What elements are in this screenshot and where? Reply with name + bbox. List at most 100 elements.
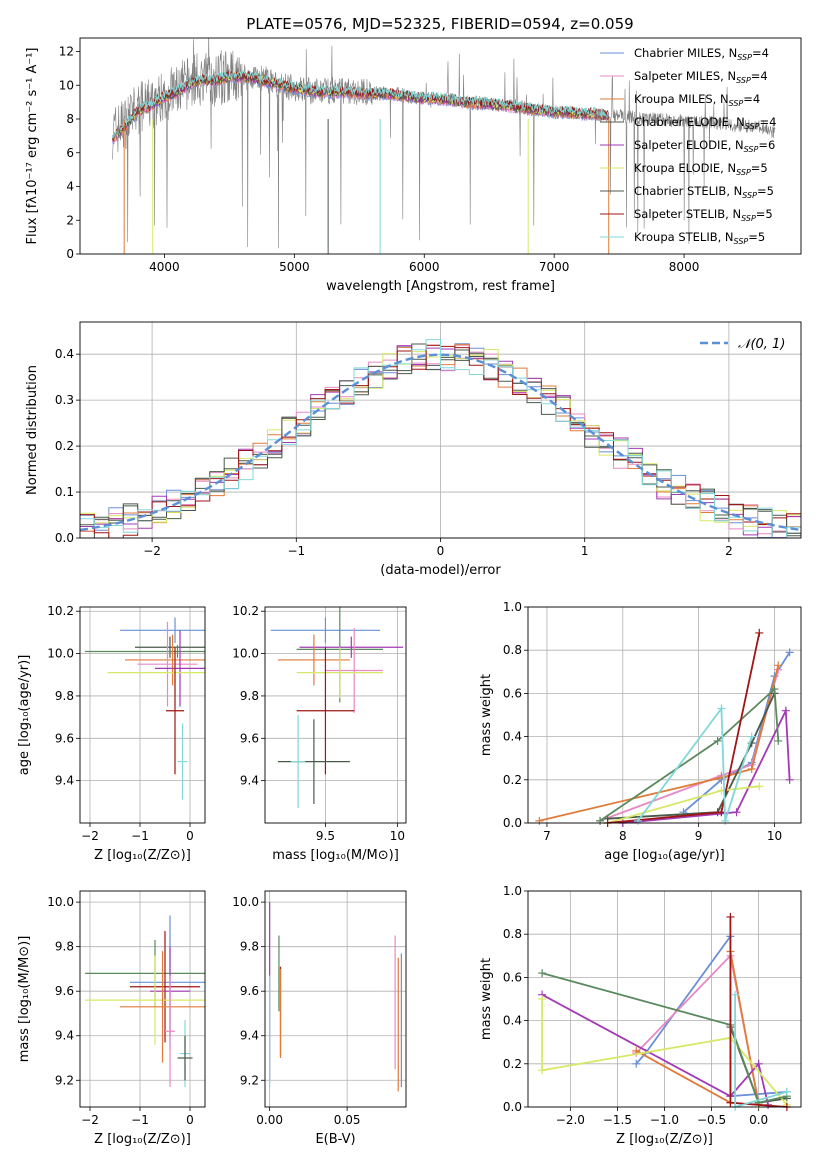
y-tick-label: 10.0: [232, 647, 259, 661]
mass-weight-marker: [785, 648, 794, 657]
mass-weight-series-line: [635, 953, 760, 1103]
mass-weight-series-line: [734, 994, 788, 1107]
y-tick-label: 9.8: [240, 689, 259, 703]
y-tick-label: 0.6: [503, 970, 522, 984]
x-tick-label: −1.0: [650, 1113, 679, 1127]
mass-weight-series-line: [541, 972, 788, 1104]
y-axis-label: Flux [fλ10⁻¹⁷ erg cm⁻² s⁻¹ A⁻¹]: [25, 48, 40, 245]
y-tick-label: 0.2: [503, 1057, 522, 1071]
y-axis-label: age [log₁₀(age/yr)]: [17, 655, 32, 776]
y-tick-label: 9.6: [240, 731, 259, 745]
x-tick-label: −2.0: [556, 1113, 585, 1127]
y-tick-label: 2: [66, 213, 74, 227]
x-tick-label: 0.0: [749, 1113, 768, 1127]
mass-weight-series-line: [539, 665, 780, 822]
x-tick-label: 0.05: [334, 1113, 361, 1127]
x-axis-label: Z [log₁₀(Z/Z⊙)]: [94, 1132, 191, 1147]
legend-entry-label: Chabrier MILES, NSSP=4: [634, 46, 769, 62]
x-tick-label: 10: [390, 829, 405, 843]
axes-frame: [264, 890, 407, 1108]
legend-entry-label: Salpeter STELIB, NSSP=5: [634, 207, 773, 223]
y-tick-label: 9.6: [240, 984, 259, 998]
y-tick-label: 10.2: [47, 604, 74, 618]
y-tick-label: 10.0: [47, 647, 74, 661]
y-tick-label: 0.6: [503, 686, 522, 700]
y-tick-label: 9.6: [55, 984, 74, 998]
x-axis-label: Z [log₁₀(Z/Z⊙)]: [616, 1132, 713, 1147]
x-tick-label: 8000: [669, 260, 700, 274]
mass-weight-marker: [596, 816, 605, 825]
y-tick-label: 0.1: [55, 485, 74, 499]
legend-entry-label: Kroupa ELODIE, NSSP=5: [634, 161, 768, 177]
legend-entry-label: Chabrier STELIB, NSSP=5: [634, 184, 774, 200]
mass-weight-marker: [713, 736, 722, 745]
x-tick-label: 5000: [279, 260, 310, 274]
axes-frame: [79, 890, 206, 1108]
x-tick-label: 1: [581, 544, 589, 558]
x-tick-label: −2: [81, 829, 99, 843]
y-tick-label: 9.4: [240, 774, 259, 788]
x-tick-label: 0.00: [256, 1113, 283, 1127]
axes-frame: [79, 606, 206, 824]
y-tick-label: 4: [66, 180, 74, 194]
axes-frame: [527, 606, 802, 824]
mass-weight-marker: [770, 685, 779, 694]
mass-weight-marker: [754, 1059, 763, 1068]
x-tick-label: 6000: [409, 260, 440, 274]
x-tick-label: 0: [186, 829, 194, 843]
mass-weight-series-line: [637, 705, 753, 822]
mass-weight-marker: [782, 1087, 791, 1096]
mass-weight-marker: [535, 816, 544, 825]
model-spectrum-line: [112, 69, 610, 139]
mass-weight-marker: [732, 808, 741, 817]
normal-legend-label: 𝒩(0, 1): [738, 337, 785, 352]
y-axis-label: mass weight: [479, 958, 494, 1040]
legend-entry-label: Chabrier ELODIE, NSSP=4: [634, 115, 776, 131]
y-tick-label: 6: [66, 146, 74, 160]
mass-weight-marker: [755, 782, 764, 791]
x-tick-label: −1.5: [603, 1113, 632, 1127]
y-axis-label: Normed distribution: [25, 365, 40, 495]
legend-entry-label: Kroupa STELIB, NSSP=5: [634, 230, 765, 246]
legend-entry-label: Salpeter ELODIE, NSSP=6: [634, 138, 775, 154]
mass-weight-series-line: [607, 693, 776, 820]
y-axis-label: mass weight: [479, 674, 494, 756]
weight-vs-age-panel: 7 8 9 10 0.0 0.2 0.4 0.6 0.8 1.0 age [log₁₀(age/yr…: [479, 600, 802, 863]
axes-frame: [79, 37, 802, 255]
x-tick-label: 7000: [539, 260, 570, 274]
figure-title: PLATE=0576, MJD=52325, FIBERID=0594, z=0…: [246, 15, 633, 33]
x-tick-label: 0: [437, 544, 445, 558]
y-tick-label: 12: [59, 45, 74, 59]
y-tick-label: 8: [66, 112, 74, 126]
spectrum-panel: 4000 5000 6000 7000 8000 0 2 4 6 8 10 12 wavelength …: [25, 37, 802, 294]
mass-weight-marker: [747, 732, 756, 741]
y-tick-label: 0.0: [55, 531, 74, 545]
x-axis-label: mass [log₁₀(M/M⊙)]: [272, 848, 399, 863]
y-tick-label: 10: [59, 78, 74, 92]
y-tick-label: 9.4: [55, 1029, 74, 1043]
mass-weight-marker: [538, 1066, 547, 1075]
y-tick-label: 9.2: [55, 1073, 74, 1087]
age-vs-mass-panel: 9.5 10 9.4 9.6 9.8 10.0 10.2 mass [log₁₀(M/M⊙)]: [232, 604, 407, 863]
y-tick-label: 0.3: [55, 393, 74, 407]
legend-entry-label: Kroupa MILES, NSSP=4: [634, 92, 760, 108]
axes-frame: [527, 890, 802, 1108]
age-vs-metallicity-panel: −2 −1 0 9.4 9.6 9.8 10.0 10.2 Z [log₁₀(Z/Z⊙)] age…: [17, 604, 206, 863]
y-tick-label: 0.8: [503, 927, 522, 941]
y-tick-label: 9.4: [240, 1029, 259, 1043]
mass-weight-marker: [538, 969, 547, 978]
y-tick-label: 0.0: [503, 816, 522, 830]
spectrum-legend: Chabrier MILES, NSSP=4 Salpeter MILES, NS…: [600, 46, 776, 246]
mass-weight-marker: [755, 628, 764, 637]
mass-weight-marker: [731, 990, 740, 999]
x-axis-label: E(B-V): [315, 1132, 355, 1147]
y-tick-label: 0.2: [503, 773, 522, 787]
x-tick-label: 9: [695, 829, 703, 843]
normal-curve: [79, 353, 802, 532]
y-tick-label: 0.4: [503, 1014, 522, 1028]
y-tick-label: 0.0: [503, 1100, 522, 1114]
mass-vs-metallicity-panel: −2 −1 0 9.2 9.4 9.6 9.8 10.0 Z [log₁₀(Z/Z⊙)] mass…: [17, 890, 206, 1147]
model-spectrum-line: [112, 70, 610, 141]
weight-vs-metallicity-panel: −2.0 −1.5 −1.0 −0.5 0.0 0.0 0.2 0.4 0.6 0.8 1.0 Z […: [479, 884, 802, 1147]
